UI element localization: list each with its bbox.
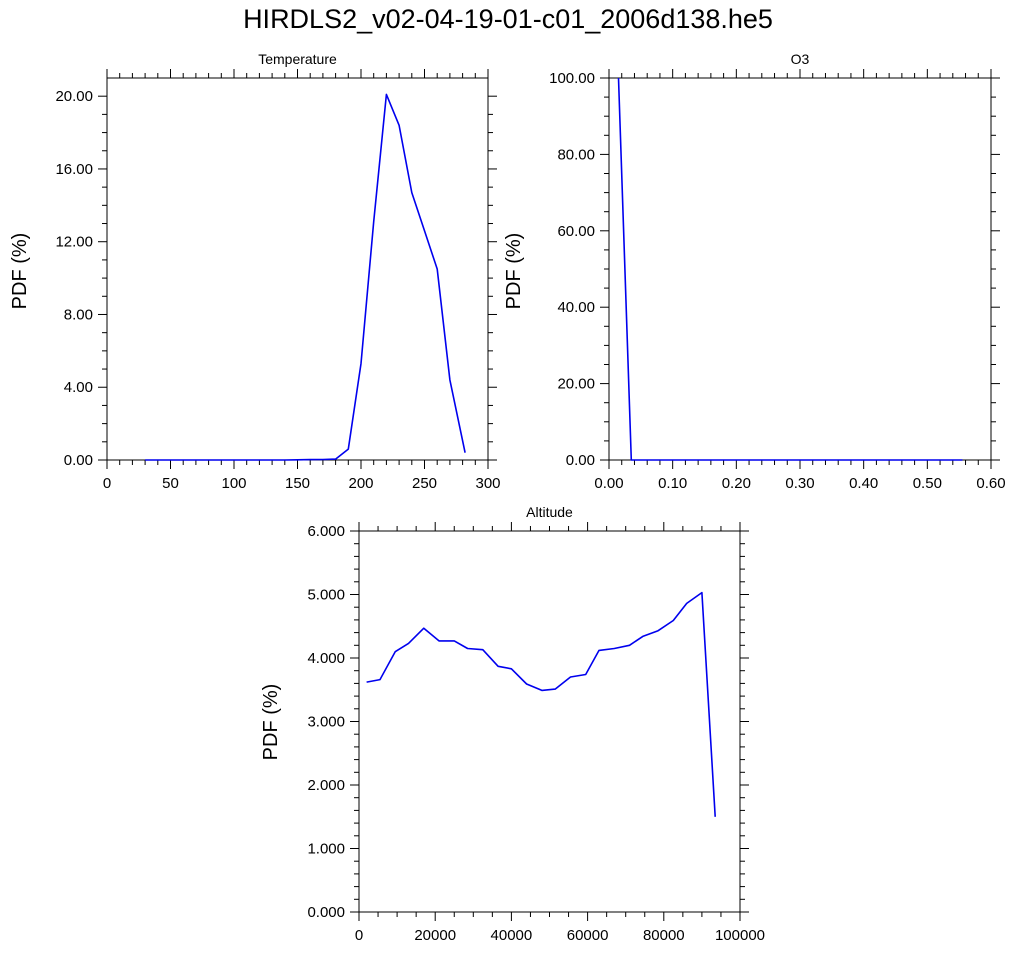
y-tick-label: 0.00 bbox=[566, 452, 595, 469]
y-tick-label: 6.000 bbox=[307, 523, 345, 540]
y-tick-label: 20.00 bbox=[55, 88, 93, 105]
x-tick-label: 40000 bbox=[491, 927, 533, 944]
x-tick-label: 60000 bbox=[567, 927, 609, 944]
x-tick-label: 0.40 bbox=[849, 475, 878, 492]
y-tick-label: 40.00 bbox=[557, 299, 595, 316]
y-tick-label: 0.000 bbox=[307, 904, 345, 921]
y-tick-label: 1.000 bbox=[307, 841, 345, 858]
x-tick-label: 0 bbox=[103, 475, 111, 492]
y-tick-label: 2.000 bbox=[307, 777, 345, 794]
y-tick-label: 8.00 bbox=[64, 306, 93, 323]
plot-frame-temperature bbox=[106, 77, 489, 461]
x-tick-label: 0 bbox=[355, 927, 363, 944]
y-tick-label: 4.00 bbox=[64, 379, 93, 396]
plot-frame-o3 bbox=[608, 77, 992, 461]
x-tick-label: 0.30 bbox=[785, 475, 814, 492]
x-tick-label: 20000 bbox=[414, 927, 456, 944]
y-axis-label-altitude: PDF (%) bbox=[260, 684, 282, 761]
x-tick-label: 50 bbox=[162, 475, 179, 492]
x-tick-label: 0.60 bbox=[976, 475, 1005, 492]
x-tick-label: 300 bbox=[475, 475, 500, 492]
figure-title: HIRDLS2_v02-04-19-01-c01_2006d138.he5 bbox=[243, 4, 773, 34]
plot-frame-altitude bbox=[358, 530, 741, 913]
chart-panel-temperature: 0 50 100 150 200 250 300 0.00 4.00 8.00 12.00 16.00… bbox=[9, 51, 501, 492]
series-line-temperature bbox=[145, 93, 466, 461]
panel-title-o3: O3 bbox=[791, 51, 810, 67]
series-line-o3 bbox=[617, 77, 963, 461]
panel-title-temperature: Temperature bbox=[258, 51, 337, 67]
x-tick-label: 200 bbox=[348, 475, 373, 492]
chart-panel-altitude: 0 20000 40000 60000 80000 100000 0.000 1.000 2.0… bbox=[260, 504, 765, 944]
y-tick-label: 100.00 bbox=[549, 70, 595, 87]
y-tick-label: 12.00 bbox=[55, 234, 93, 251]
y-tick-label: 80.00 bbox=[557, 146, 595, 163]
x-tick-label: 100000 bbox=[715, 927, 765, 944]
x-tick-label: 0.20 bbox=[722, 475, 751, 492]
chart-panel-o3: 0.00 0.10 0.20 0.30 0.40 0.50 0.60 0.00 20.00 40.… bbox=[503, 51, 1006, 492]
x-tick-label: 80000 bbox=[643, 927, 685, 944]
y-tick-label: 3.000 bbox=[307, 714, 345, 731]
y-tick-label: 4.000 bbox=[307, 650, 345, 667]
x-tick-label: 0.10 bbox=[658, 475, 687, 492]
y-axis-label-temperature: PDF (%) bbox=[9, 233, 31, 310]
x-tick-label: 150 bbox=[285, 475, 310, 492]
y-axis-label-o3: PDF (%) bbox=[503, 233, 525, 310]
x-tick-label: 0.50 bbox=[913, 475, 942, 492]
y-tick-label: 0.00 bbox=[64, 452, 93, 469]
x-tick-label: 250 bbox=[412, 475, 437, 492]
y-tick-label: 60.00 bbox=[557, 223, 595, 240]
x-tick-label: 0.00 bbox=[594, 475, 623, 492]
x-tick-label: 100 bbox=[221, 475, 246, 492]
y-tick-label: 16.00 bbox=[55, 161, 93, 178]
y-tick-label: 20.00 bbox=[557, 376, 595, 393]
series-line-altitude bbox=[366, 591, 716, 817]
panel-title-altitude: Altitude bbox=[526, 504, 573, 520]
y-tick-label: 5.000 bbox=[307, 587, 345, 604]
